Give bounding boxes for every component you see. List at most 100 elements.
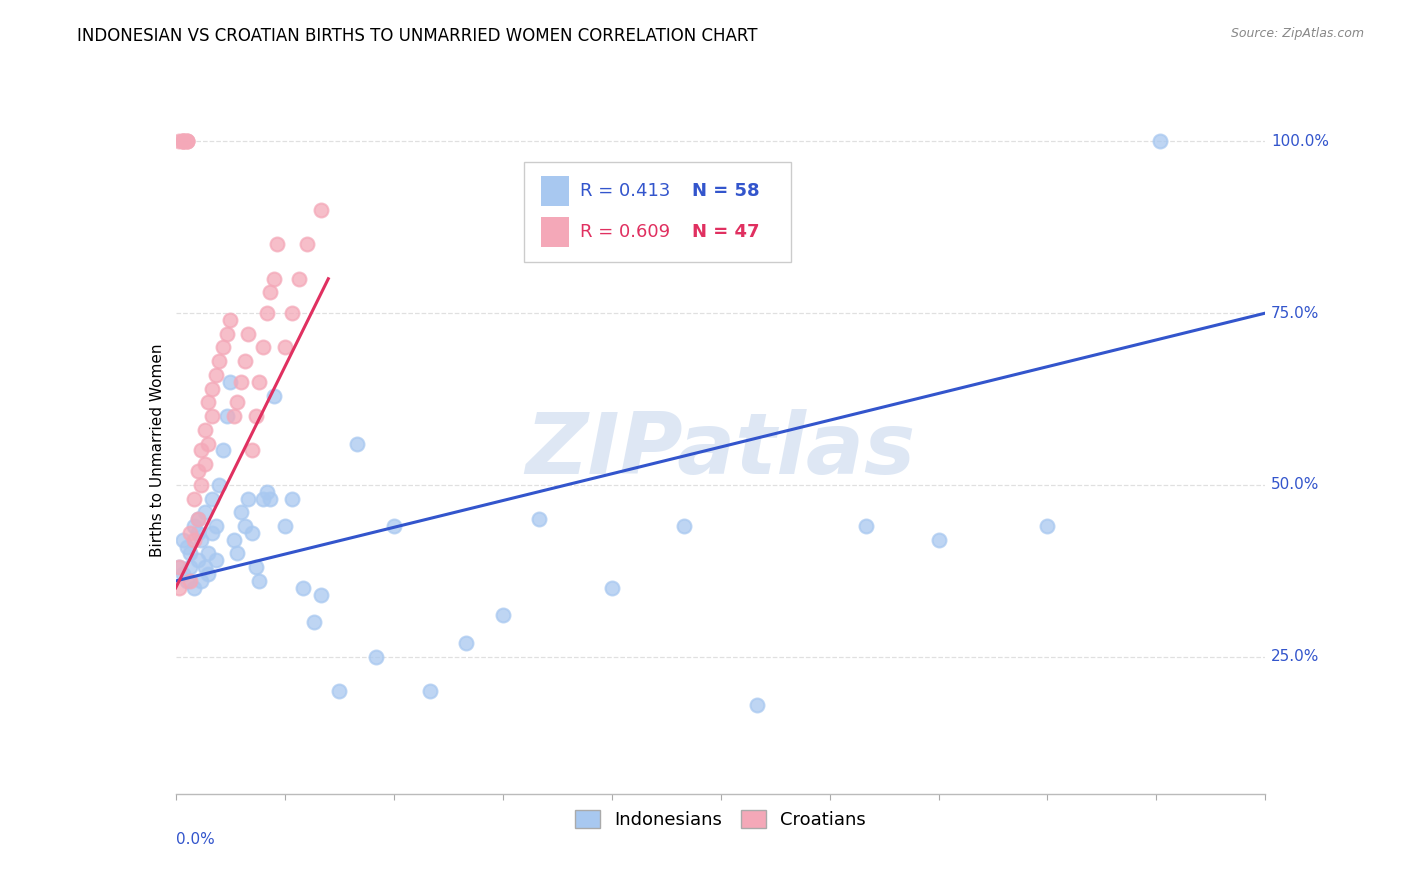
Point — [190, 478, 212, 492]
Point — [259, 285, 281, 300]
Point — [240, 443, 263, 458]
Point — [247, 574, 270, 588]
Point — [172, 134, 194, 148]
Text: 100.0%: 100.0% — [1271, 134, 1329, 149]
Point — [419, 683, 441, 698]
Point — [179, 525, 201, 540]
Text: N = 58: N = 58 — [692, 182, 759, 201]
Point — [190, 574, 212, 588]
Point — [190, 533, 212, 547]
Point — [215, 326, 238, 341]
Point — [219, 313, 242, 327]
Point — [309, 202, 332, 217]
Point — [172, 134, 194, 148]
Point — [186, 512, 209, 526]
Point — [291, 581, 314, 595]
Point — [194, 457, 217, 471]
Point — [194, 560, 217, 574]
Point — [183, 581, 205, 595]
Point — [172, 533, 194, 547]
Point — [176, 134, 198, 148]
Point — [197, 395, 219, 409]
FancyBboxPatch shape — [541, 177, 569, 206]
Point — [256, 484, 278, 499]
Point — [194, 505, 217, 519]
Point — [186, 553, 209, 567]
Point — [456, 636, 478, 650]
Point — [745, 698, 768, 712]
Point — [208, 478, 231, 492]
Text: 50.0%: 50.0% — [1271, 477, 1319, 492]
Text: ZIPatlas: ZIPatlas — [526, 409, 915, 492]
Text: 75.0%: 75.0% — [1271, 306, 1319, 320]
Point — [172, 134, 194, 148]
Point — [197, 567, 219, 582]
Point — [176, 540, 198, 554]
Point — [247, 375, 270, 389]
Point — [194, 423, 217, 437]
Point — [222, 409, 245, 424]
Point — [176, 574, 198, 588]
Point — [169, 560, 191, 574]
Point — [204, 368, 226, 382]
Point — [219, 375, 242, 389]
Point — [233, 354, 256, 368]
Point — [197, 436, 219, 450]
Point — [169, 134, 191, 148]
Point — [527, 512, 550, 526]
Point — [259, 491, 281, 506]
Point — [245, 409, 267, 424]
Point — [245, 560, 267, 574]
Point — [240, 525, 263, 540]
Point — [179, 546, 201, 561]
Point — [212, 443, 235, 458]
Point — [600, 581, 623, 595]
Point — [231, 505, 253, 519]
Point — [238, 491, 260, 506]
Point — [212, 340, 235, 354]
Text: Source: ZipAtlas.com: Source: ZipAtlas.com — [1230, 27, 1364, 40]
Point — [281, 491, 304, 506]
Point — [176, 134, 198, 148]
Point — [252, 491, 274, 506]
Point — [204, 553, 226, 567]
Point — [222, 533, 245, 547]
Point — [256, 306, 278, 320]
Point — [169, 560, 191, 574]
Point — [263, 271, 285, 285]
Point — [328, 683, 350, 698]
Point — [274, 519, 297, 533]
Point — [1149, 134, 1171, 148]
Point — [295, 237, 318, 252]
FancyBboxPatch shape — [541, 217, 569, 247]
Point — [186, 464, 209, 478]
Point — [208, 354, 231, 368]
Point — [201, 491, 224, 506]
Point — [673, 519, 696, 533]
Point — [179, 560, 201, 574]
Text: N = 47: N = 47 — [692, 223, 759, 241]
Point — [204, 519, 226, 533]
Point — [1036, 519, 1059, 533]
Point — [190, 443, 212, 458]
Point — [186, 525, 209, 540]
Point — [364, 649, 387, 664]
Point — [186, 512, 209, 526]
Legend: Indonesians, Croatians: Indonesians, Croatians — [568, 803, 873, 837]
Point — [231, 375, 253, 389]
Point — [172, 567, 194, 582]
Point — [252, 340, 274, 354]
Text: R = 0.609: R = 0.609 — [581, 223, 671, 241]
Point — [266, 237, 288, 252]
Point — [183, 519, 205, 533]
Point — [201, 525, 224, 540]
Point — [201, 382, 224, 396]
Text: R = 0.413: R = 0.413 — [581, 182, 671, 201]
Point — [309, 588, 332, 602]
Point — [201, 409, 224, 424]
Point — [346, 436, 368, 450]
Point — [169, 581, 191, 595]
Point — [928, 533, 950, 547]
Point — [176, 134, 198, 148]
Point — [274, 340, 297, 354]
